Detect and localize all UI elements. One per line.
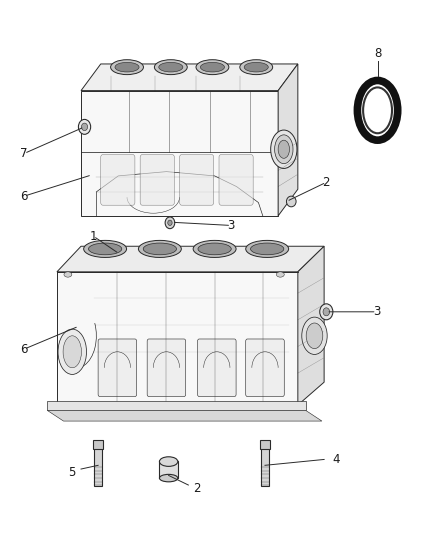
Ellipse shape: [286, 196, 296, 207]
Polygon shape: [81, 91, 278, 216]
Ellipse shape: [159, 474, 178, 482]
Ellipse shape: [143, 243, 177, 255]
Ellipse shape: [198, 243, 231, 255]
Text: 7: 7: [20, 147, 28, 160]
Text: 8: 8: [374, 47, 381, 60]
FancyBboxPatch shape: [98, 339, 137, 397]
Polygon shape: [57, 272, 298, 405]
Text: 3: 3: [228, 219, 235, 232]
Text: 4: 4: [332, 453, 339, 466]
Text: 6: 6: [20, 190, 28, 203]
Text: 1: 1: [89, 230, 97, 243]
Ellipse shape: [251, 243, 284, 255]
FancyBboxPatch shape: [101, 155, 135, 205]
Ellipse shape: [81, 123, 88, 131]
Ellipse shape: [323, 308, 330, 316]
FancyBboxPatch shape: [246, 339, 284, 397]
Ellipse shape: [240, 60, 272, 75]
Ellipse shape: [271, 130, 297, 168]
FancyBboxPatch shape: [159, 461, 178, 478]
Ellipse shape: [64, 272, 72, 277]
Ellipse shape: [306, 323, 323, 349]
Ellipse shape: [276, 272, 284, 277]
Text: 3: 3: [373, 305, 380, 318]
FancyBboxPatch shape: [147, 339, 186, 397]
Polygon shape: [298, 246, 324, 405]
Ellipse shape: [58, 329, 87, 374]
Ellipse shape: [302, 317, 327, 354]
Ellipse shape: [275, 135, 293, 164]
Ellipse shape: [88, 243, 122, 255]
FancyBboxPatch shape: [261, 448, 269, 486]
Ellipse shape: [110, 60, 144, 75]
Ellipse shape: [154, 60, 187, 75]
Ellipse shape: [63, 336, 81, 368]
Ellipse shape: [78, 119, 91, 134]
Ellipse shape: [165, 217, 175, 229]
Ellipse shape: [278, 140, 290, 158]
Polygon shape: [47, 401, 306, 410]
Text: 2: 2: [193, 482, 201, 495]
Polygon shape: [278, 64, 298, 216]
Polygon shape: [57, 246, 324, 272]
FancyBboxPatch shape: [93, 440, 103, 449]
Ellipse shape: [246, 240, 289, 257]
Ellipse shape: [363, 87, 392, 133]
Ellipse shape: [138, 240, 181, 257]
Text: 2: 2: [322, 176, 330, 189]
Ellipse shape: [159, 457, 178, 466]
Ellipse shape: [193, 240, 236, 257]
Ellipse shape: [115, 62, 139, 72]
Ellipse shape: [84, 240, 127, 257]
Text: 5: 5: [69, 466, 76, 479]
FancyBboxPatch shape: [219, 155, 253, 205]
Polygon shape: [81, 64, 298, 91]
Ellipse shape: [196, 60, 229, 75]
FancyBboxPatch shape: [198, 339, 236, 397]
Ellipse shape: [159, 62, 183, 72]
Ellipse shape: [320, 304, 333, 320]
Ellipse shape: [244, 62, 268, 72]
Ellipse shape: [168, 220, 172, 225]
Text: 6: 6: [20, 343, 28, 356]
FancyBboxPatch shape: [180, 155, 214, 205]
FancyBboxPatch shape: [260, 440, 270, 449]
Polygon shape: [47, 410, 322, 421]
FancyBboxPatch shape: [94, 448, 102, 486]
Ellipse shape: [200, 62, 224, 72]
FancyBboxPatch shape: [140, 155, 174, 205]
